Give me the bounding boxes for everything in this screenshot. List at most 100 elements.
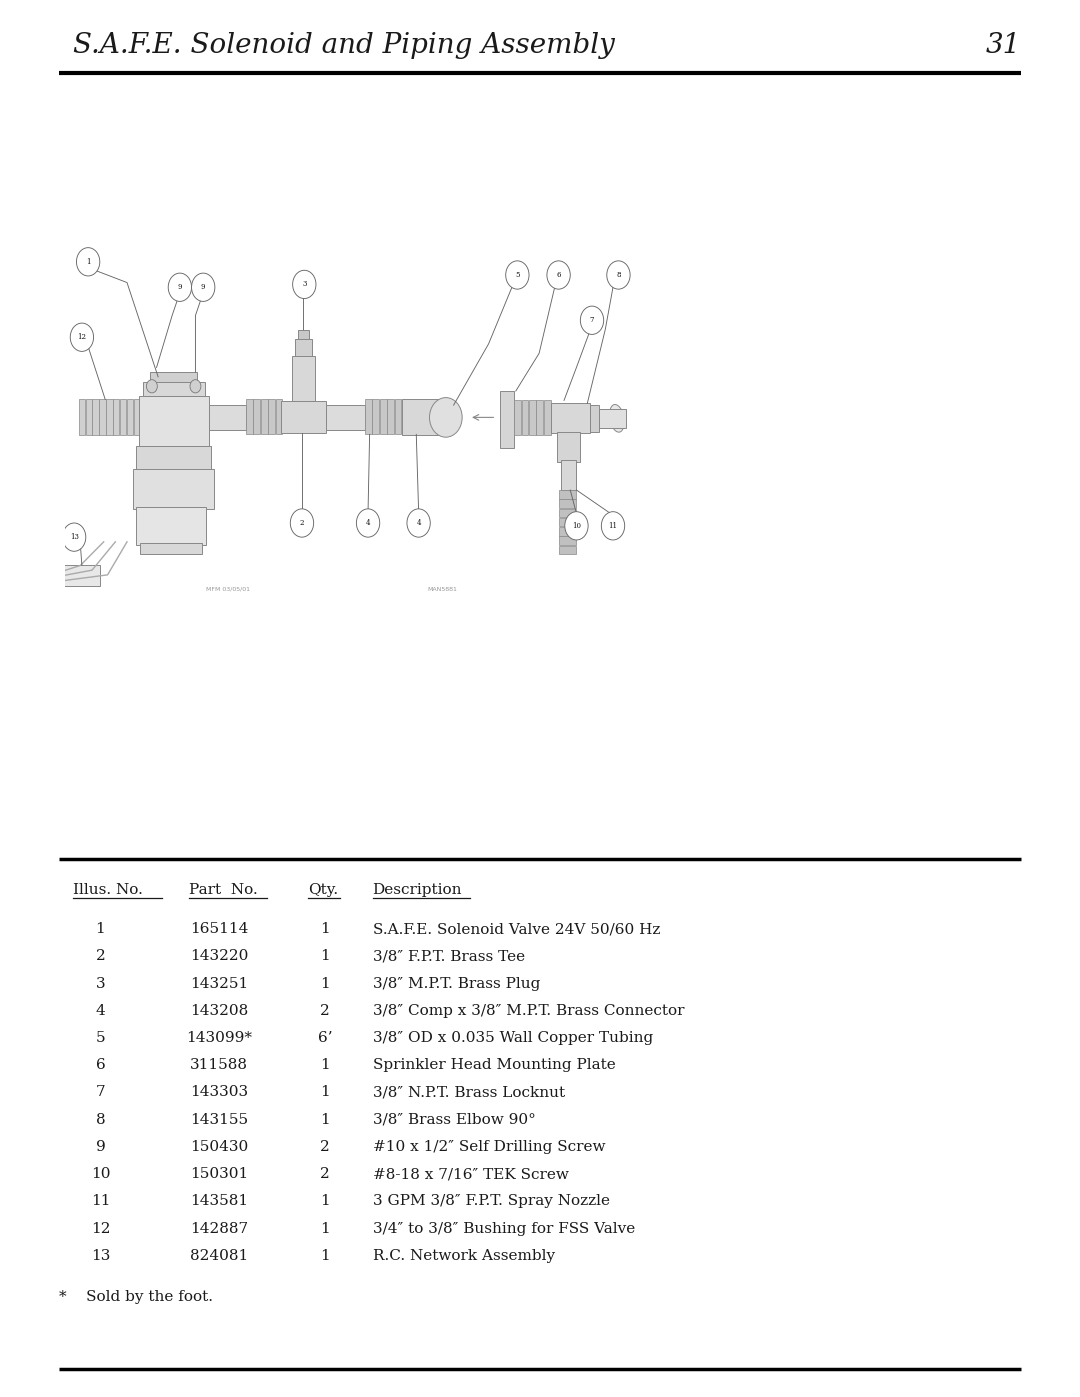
Circle shape — [291, 509, 313, 538]
Bar — [254, 400, 260, 434]
Circle shape — [70, 323, 94, 352]
Text: 1: 1 — [320, 1085, 330, 1099]
Circle shape — [77, 247, 99, 277]
Text: 143099*: 143099* — [186, 1031, 253, 1045]
Circle shape — [407, 509, 430, 538]
Bar — [522, 401, 528, 436]
Bar — [380, 400, 387, 434]
Text: Part  No.: Part No. — [189, 883, 258, 897]
Bar — [551, 404, 590, 433]
Bar — [559, 500, 577, 509]
Text: 8: 8 — [617, 271, 621, 279]
Text: 3 GPM 3/8″ F.P.T. Spray Nozzle: 3 GPM 3/8″ F.P.T. Spray Nozzle — [373, 1194, 609, 1208]
Bar — [326, 405, 365, 430]
Bar — [394, 400, 402, 434]
Text: 9: 9 — [95, 1140, 106, 1154]
Bar — [93, 400, 99, 436]
Bar — [529, 401, 536, 436]
Bar — [559, 527, 577, 535]
Text: 9: 9 — [201, 284, 205, 291]
Text: 143251: 143251 — [190, 977, 248, 990]
Text: 143581: 143581 — [190, 1194, 248, 1208]
Text: Sprinkler Head Mounting Plate: Sprinkler Head Mounting Plate — [373, 1059, 616, 1073]
Bar — [138, 395, 208, 447]
Text: 142887: 142887 — [190, 1221, 248, 1236]
Bar — [208, 405, 246, 430]
Circle shape — [505, 261, 529, 289]
Circle shape — [565, 511, 589, 541]
Bar — [292, 356, 315, 401]
Text: 4: 4 — [95, 1003, 106, 1018]
Text: 1: 1 — [320, 950, 330, 964]
Bar — [268, 400, 275, 434]
Bar — [140, 543, 202, 555]
Text: 13: 13 — [70, 534, 79, 541]
Bar — [298, 330, 309, 339]
Text: Illus. No.: Illus. No. — [73, 883, 144, 897]
Circle shape — [607, 261, 630, 289]
Text: 3/8″ OD x 0.035 Wall Copper Tubing: 3/8″ OD x 0.035 Wall Copper Tubing — [373, 1031, 652, 1045]
Bar — [373, 400, 379, 434]
Text: 4: 4 — [366, 520, 370, 527]
Circle shape — [580, 306, 604, 334]
Bar — [133, 469, 214, 509]
Bar — [561, 460, 577, 490]
Text: 3: 3 — [96, 977, 105, 990]
Text: 6’: 6’ — [318, 1031, 333, 1045]
Text: 143155: 143155 — [190, 1112, 248, 1127]
Circle shape — [356, 509, 380, 538]
Bar — [260, 400, 268, 434]
Text: 3/8″ Comp x 3/8″ M.P.T. Brass Connector: 3/8″ Comp x 3/8″ M.P.T. Brass Connector — [373, 1003, 684, 1018]
Text: 3/4″ to 3/8″ Bushing for FSS Valve: 3/4″ to 3/8″ Bushing for FSS Valve — [373, 1221, 635, 1236]
Bar — [559, 536, 577, 545]
Bar — [559, 546, 577, 555]
Text: 2: 2 — [320, 1166, 330, 1182]
Text: #8-18 x 7/16″ TEK Screw: #8-18 x 7/16″ TEK Screw — [373, 1166, 568, 1182]
Text: 31: 31 — [985, 32, 1021, 59]
Text: 2: 2 — [300, 520, 305, 527]
Bar — [99, 400, 106, 436]
Text: 1: 1 — [320, 1059, 330, 1073]
Text: 8: 8 — [96, 1112, 105, 1127]
Ellipse shape — [609, 405, 624, 432]
Text: 12: 12 — [78, 334, 86, 341]
Text: 4: 4 — [417, 520, 421, 527]
Text: 143303: 143303 — [190, 1085, 248, 1099]
Bar — [537, 401, 543, 436]
Circle shape — [168, 274, 191, 302]
Text: 2: 2 — [95, 950, 106, 964]
Text: 824081: 824081 — [190, 1249, 248, 1263]
Bar — [559, 518, 577, 527]
Text: 165114: 165114 — [190, 922, 248, 936]
Bar — [514, 401, 521, 436]
Text: 11: 11 — [91, 1194, 110, 1208]
Circle shape — [147, 380, 158, 393]
Text: 2: 2 — [320, 1140, 330, 1154]
Circle shape — [430, 398, 462, 437]
Text: 150430: 150430 — [190, 1140, 248, 1154]
Bar — [295, 339, 312, 356]
Bar — [559, 490, 577, 499]
Circle shape — [191, 274, 215, 302]
Text: R.C. Network Assembly: R.C. Network Assembly — [373, 1249, 555, 1263]
Text: S.A.F.E. Solenoid Valve 24V 50/60 Hz: S.A.F.E. Solenoid Valve 24V 50/60 Hz — [373, 922, 660, 936]
Bar — [126, 400, 133, 436]
Bar — [590, 405, 599, 432]
Text: 2: 2 — [320, 1003, 330, 1018]
Circle shape — [293, 270, 316, 299]
Text: 143220: 143220 — [190, 950, 248, 964]
Bar — [387, 400, 394, 434]
Circle shape — [602, 511, 624, 541]
Text: #10 x 1/2″ Self Drilling Screw: #10 x 1/2″ Self Drilling Screw — [373, 1140, 605, 1154]
Text: *    Sold by the foot.: * Sold by the foot. — [59, 1291, 214, 1305]
Bar — [113, 400, 120, 436]
Text: 1: 1 — [320, 977, 330, 990]
Bar — [281, 401, 326, 433]
Bar — [365, 400, 372, 434]
Text: 7: 7 — [590, 316, 594, 324]
Bar — [79, 400, 85, 436]
Bar — [85, 400, 92, 436]
Text: 3/8″ F.P.T. Brass Tee: 3/8″ F.P.T. Brass Tee — [373, 950, 525, 964]
Text: 150301: 150301 — [190, 1166, 248, 1182]
Text: MFM 03/05/01: MFM 03/05/01 — [206, 587, 251, 592]
